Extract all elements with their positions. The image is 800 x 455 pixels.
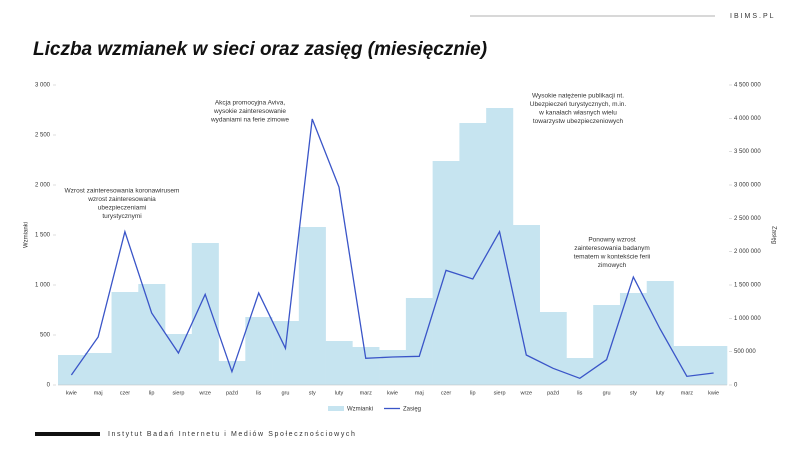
legend-swatch [328, 406, 344, 411]
bar [405, 298, 433, 385]
bar [700, 346, 728, 385]
y2-tick-label: 0 [734, 383, 738, 389]
annotation: Wzrost zainteresowania koronawirusem [65, 188, 180, 195]
bar [646, 281, 674, 385]
y-tick-label: 3 000 [35, 83, 51, 89]
x-tick-label: paźd [226, 390, 238, 396]
x-tick-label: wrze [519, 390, 532, 396]
y2-tick-label: 1 500 000 [734, 283, 761, 289]
annotation: w kanałach własnych wielu [538, 110, 617, 117]
x-tick-label: kwie [66, 390, 77, 396]
bar [673, 346, 701, 385]
bar [379, 350, 407, 385]
y2-tick-label: 500 000 [734, 349, 756, 355]
legend-label: Zasięg [403, 407, 421, 413]
bar [459, 123, 487, 385]
y-tick-label: 0 [47, 383, 51, 389]
bar [138, 284, 166, 385]
x-tick-label: luty [656, 390, 665, 396]
annotation: towarzystw ubezpieczeniowych [533, 118, 624, 125]
y-tick-label: 2 500 [35, 133, 51, 139]
x-tick-label: sty [309, 390, 316, 396]
bar [325, 341, 353, 385]
annotation: wzrost zainteresowania [87, 196, 156, 203]
bar [593, 305, 621, 385]
annotation: wydaniami na ferie zimowe [210, 117, 289, 124]
annotation: ubezpieczeniami [98, 205, 146, 212]
legend-label: Wzmianki [347, 407, 373, 413]
bar [58, 355, 86, 385]
bar [245, 317, 273, 385]
x-tick-label: luty [335, 390, 344, 396]
brand: IBIMS.PL [730, 13, 776, 20]
y2-tick-label: 1 000 000 [734, 316, 761, 322]
x-tick-label: wrze [198, 390, 211, 396]
x-tick-label: marz [360, 390, 372, 396]
annotation: tematem w kontekście ferii [574, 254, 651, 261]
x-tick-label: lis [256, 390, 261, 396]
annotation: turystycznymi [102, 213, 141, 220]
bar [111, 292, 139, 385]
annotation: zimowych [598, 262, 627, 269]
x-tick-label: marz [681, 390, 693, 396]
bar [165, 334, 193, 385]
annotation: wysokie zainteresowanie [213, 108, 286, 115]
y2-axis-label: Zasięg [770, 226, 776, 244]
x-tick-label: czer [120, 390, 131, 396]
y2-tick-label: 4 500 000 [734, 83, 761, 89]
bar [298, 227, 326, 385]
y-tick-label: 2 000 [35, 183, 51, 189]
annotation: Wysokie natężenie publikacji nt. [532, 93, 624, 100]
x-tick-label: gru [281, 390, 289, 396]
x-tick-label: maj [94, 390, 103, 396]
y2-tick-label: 3 000 000 [734, 183, 761, 189]
x-tick-label: kwie [387, 390, 398, 396]
y-tick-label: 1 000 [35, 283, 51, 289]
x-tick-label: czer [441, 390, 452, 396]
bar [84, 353, 112, 385]
y2-tick-label: 2 000 000 [734, 249, 761, 255]
chart-title: Liczba wzmianek w sieci oraz zasięg (mie… [33, 39, 487, 60]
bar [539, 312, 567, 385]
footer-text: Instytut Badań Internetu i Mediów Społec… [108, 431, 357, 438]
y2-tick-label: 3 500 000 [734, 149, 761, 155]
y-axis-label: Wzmianki [24, 222, 30, 248]
x-tick-label: paźd [547, 390, 559, 396]
y2-tick-label: 4 000 000 [734, 116, 761, 122]
annotation: zainteresowania badanym [574, 245, 650, 252]
footer-bar [35, 432, 100, 436]
bar [352, 347, 380, 385]
x-tick-label: kwie [708, 390, 719, 396]
x-tick-label: maj [415, 390, 424, 396]
x-tick-label: sierp [494, 390, 506, 396]
y-tick-label: 500 [40, 333, 51, 339]
line [70, 118, 714, 380]
x-tick-label: lis [577, 390, 582, 396]
y-tick-label: 1 500 [35, 233, 51, 239]
x-tick-label: sierp [172, 390, 184, 396]
annotation: Ubezpieczeń turystycznych, m.in. [530, 101, 627, 108]
annotation: Akcja promocyjna Aviva, [215, 100, 286, 107]
annotation: Ponowny wzrost [588, 237, 636, 244]
x-tick-label: lip [470, 390, 476, 396]
y2-tick-label: 2 500 000 [734, 216, 761, 222]
x-tick-label: lip [149, 390, 155, 396]
bar [619, 293, 648, 385]
bar [486, 108, 514, 385]
x-tick-label: sty [630, 390, 637, 396]
bar [512, 225, 540, 385]
bar [272, 321, 300, 385]
x-tick-label: gru [603, 390, 611, 396]
